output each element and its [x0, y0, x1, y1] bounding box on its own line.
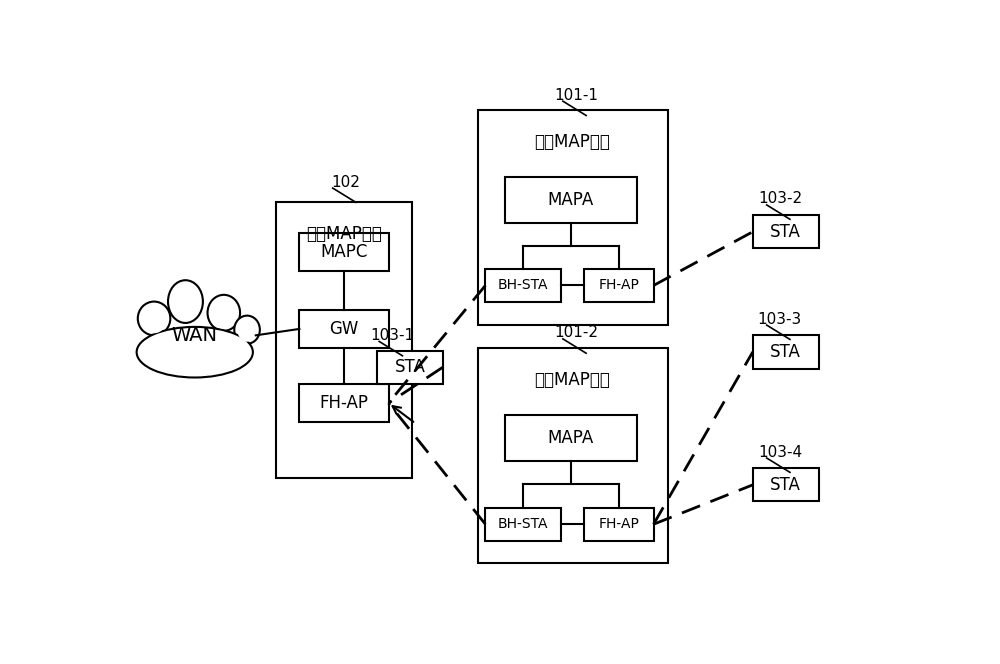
Ellipse shape [237, 317, 257, 342]
Text: 103-2: 103-2 [758, 191, 802, 207]
Text: FH-AP: FH-AP [598, 278, 639, 292]
Text: 101-2: 101-2 [554, 325, 598, 341]
Bar [753, 335, 819, 369]
Ellipse shape [168, 280, 203, 323]
Text: WAN: WAN [172, 326, 218, 345]
Text: MAPA: MAPA [548, 191, 594, 209]
Text: STA: STA [394, 359, 425, 376]
Bar [584, 507, 654, 541]
Text: FH-AP: FH-AP [598, 517, 639, 531]
Text: BH-STA: BH-STA [498, 278, 549, 292]
Text: MAPA: MAPA [548, 428, 594, 447]
Text: 第二MAP设备: 第二MAP设备 [306, 225, 382, 244]
Text: FH-AP: FH-AP [319, 394, 368, 412]
Text: STA: STA [770, 476, 801, 494]
Bar [505, 414, 637, 461]
Bar [505, 177, 637, 223]
Bar [299, 233, 388, 272]
Bar [584, 269, 654, 302]
Ellipse shape [234, 315, 260, 344]
Ellipse shape [140, 329, 250, 375]
Bar [485, 507, 561, 541]
Text: MAPC: MAPC [320, 243, 368, 261]
Ellipse shape [138, 301, 170, 335]
Text: STA: STA [770, 343, 801, 361]
Ellipse shape [137, 327, 253, 378]
Ellipse shape [171, 282, 200, 321]
Text: 第一MAP设备: 第一MAP设备 [535, 371, 610, 389]
Bar [377, 351, 443, 384]
Ellipse shape [141, 303, 167, 333]
Bar [753, 215, 819, 248]
Text: 103-4: 103-4 [758, 445, 802, 459]
Text: 第一MAP设备: 第一MAP设备 [535, 133, 610, 151]
Text: 101-1: 101-1 [554, 88, 598, 103]
Text: STA: STA [770, 223, 801, 241]
Bar [478, 348, 668, 563]
Ellipse shape [208, 295, 240, 331]
Bar [276, 203, 412, 479]
Ellipse shape [211, 297, 237, 329]
Text: 103-3: 103-3 [758, 311, 802, 327]
Bar [299, 384, 388, 422]
Bar [485, 269, 561, 302]
Bar [753, 468, 819, 501]
Text: GW: GW [329, 320, 359, 338]
Text: 102: 102 [331, 175, 360, 190]
Bar [299, 309, 388, 348]
Text: 103-1: 103-1 [370, 328, 414, 343]
Bar [478, 110, 668, 325]
Text: BH-STA: BH-STA [498, 517, 549, 531]
